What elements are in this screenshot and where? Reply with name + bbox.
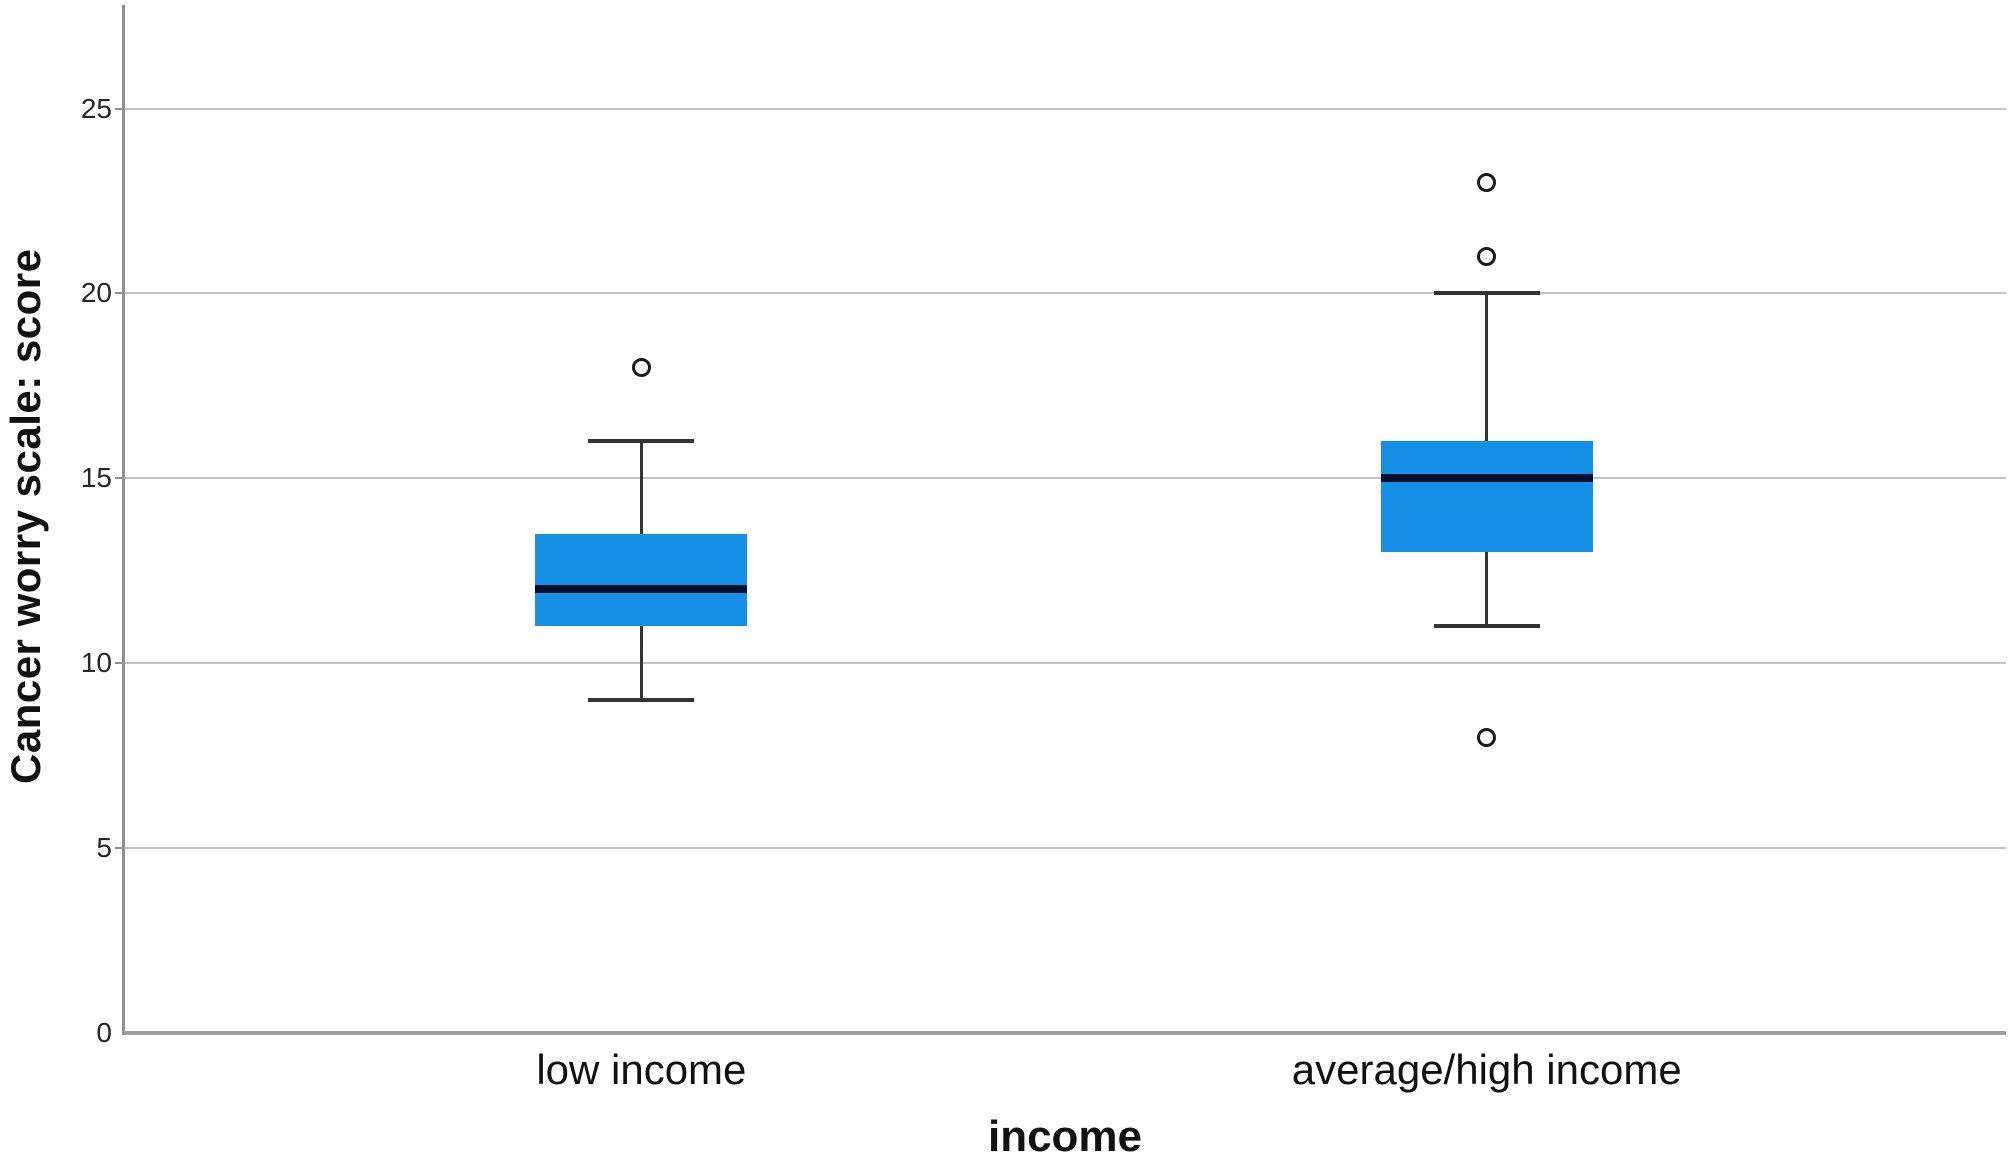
outlier-point-average-high-income bbox=[1477, 172, 1497, 192]
y-tick-label: 0 bbox=[96, 1017, 112, 1048]
outlier-point-average-high-income bbox=[1477, 727, 1497, 747]
y-tick-label: 10 bbox=[80, 647, 112, 679]
gridline-20 bbox=[124, 292, 2006, 295]
outlier-point-low-income bbox=[631, 357, 651, 377]
gridline-15 bbox=[124, 477, 2006, 480]
outlier-point-average-high-income bbox=[1477, 246, 1497, 266]
y-tick-label: 25 bbox=[80, 92, 112, 124]
x-axis-title: income bbox=[987, 1112, 1143, 1161]
gridline-5 bbox=[124, 847, 2006, 850]
y-axis-line bbox=[122, 5, 125, 1035]
gridline-10 bbox=[124, 662, 2006, 665]
median-line-average-high-income bbox=[1380, 474, 1593, 483]
y-tick-10 bbox=[115, 662, 124, 665]
whisker-cap-top-low-income bbox=[588, 439, 695, 444]
y-tick-5 bbox=[115, 847, 124, 850]
box-low-income bbox=[535, 533, 748, 627]
category-label: average/high income bbox=[1291, 1046, 1682, 1093]
category-label: low income bbox=[536, 1046, 747, 1093]
y-tick-25 bbox=[115, 107, 124, 110]
y-tick-label: 15 bbox=[80, 462, 112, 494]
y-tick-15 bbox=[115, 477, 124, 480]
whisker-cap-bottom-low-income bbox=[588, 698, 695, 703]
whisker-cap-top-average-high-income bbox=[1433, 291, 1540, 296]
box-average-high-income bbox=[1380, 441, 1593, 553]
y-tick-label: 20 bbox=[80, 277, 112, 309]
median-line-low-income bbox=[535, 585, 748, 594]
y-tick-label: 5 bbox=[96, 832, 112, 864]
x-axis-line bbox=[124, 1031, 2006, 1035]
gridline-25 bbox=[124, 107, 2006, 110]
y-axis-title: Cancer worry scale: score bbox=[2, 248, 49, 785]
y-tick-20 bbox=[115, 292, 124, 295]
whisker-cap-bottom-average-high-income bbox=[1433, 624, 1540, 629]
plot-area bbox=[115, 5, 2006, 1035]
